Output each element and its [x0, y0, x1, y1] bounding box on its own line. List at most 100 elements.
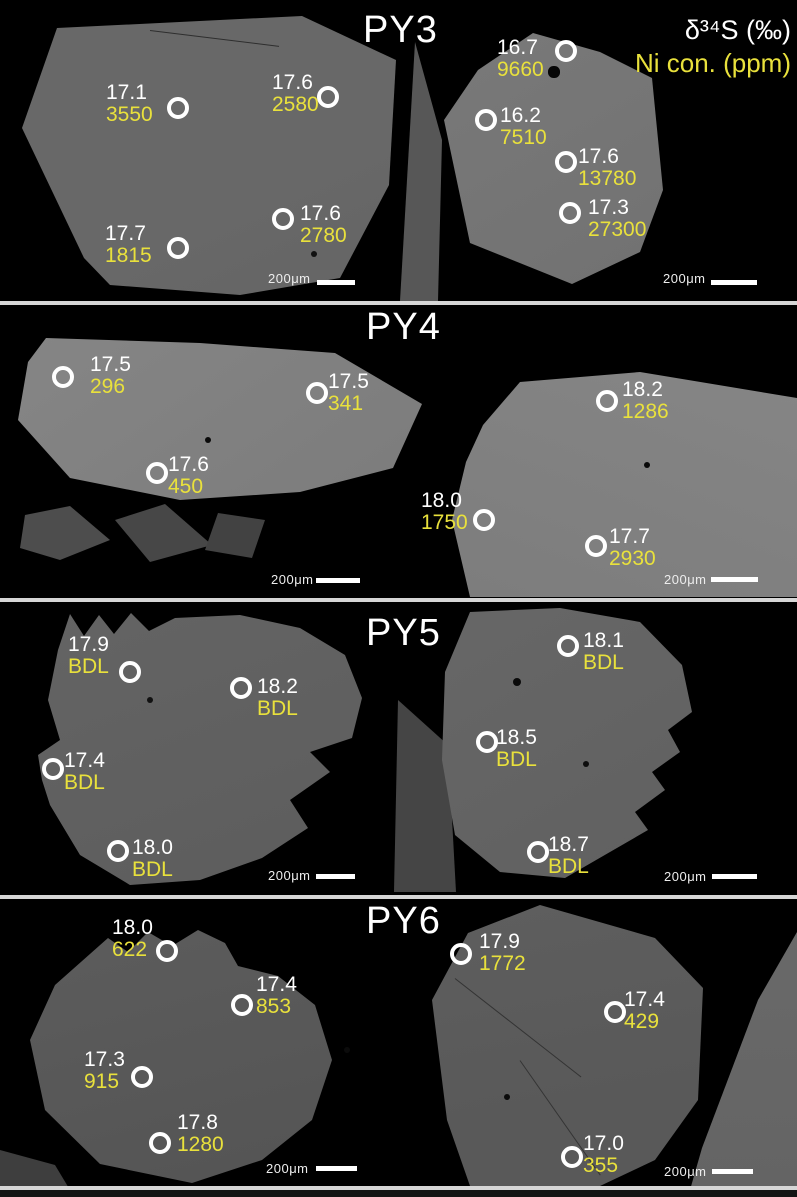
- panel-divider: [0, 301, 797, 305]
- d34s-value: 17.6: [300, 202, 341, 225]
- d34s-value: 17.6: [272, 71, 313, 94]
- analysis-spot-circle: [585, 535, 607, 557]
- ni-value: BDL: [257, 697, 298, 720]
- legend-delta34s-label: δ³⁴S (‰): [684, 15, 791, 45]
- panel-divider: [0, 1186, 797, 1190]
- ni-value: 450: [168, 475, 204, 498]
- analysis-spot-circle: [52, 366, 74, 388]
- ni-value: 853: [256, 995, 292, 1018]
- d34s-value: 18.2: [622, 378, 663, 401]
- analysis-spot-circle: [555, 151, 577, 173]
- ni-value: 2780: [300, 224, 347, 247]
- analysis-spot-label: 17.6 13780: [578, 146, 636, 190]
- analysis-spot-circle: [119, 661, 141, 683]
- scale-bar-line: [712, 874, 757, 879]
- analysis-spot-circle: [167, 97, 189, 119]
- panel-title-py6: PY6: [366, 900, 441, 942]
- scale-bar-label: 200μm: [664, 572, 707, 587]
- ni-value: BDL: [583, 651, 624, 674]
- analysis-spot-label: 17.4 429: [624, 989, 665, 1033]
- analysis-spot-label: 18.0 1750: [421, 490, 468, 534]
- panel-divider: [0, 598, 797, 602]
- analysis-spot-circle: [230, 677, 252, 699]
- analysis-spot-label: 18.1 BDL: [583, 630, 624, 674]
- d34s-value: 17.3: [588, 196, 629, 219]
- d34s-value: 17.5: [90, 353, 131, 376]
- analysis-spot-circle: [473, 509, 495, 531]
- analysis-spot-label: 16.7 9660: [497, 37, 544, 81]
- d34s-value: 17.0: [583, 1132, 624, 1155]
- ni-value: 355: [583, 1154, 619, 1177]
- analysis-spot-circle: [42, 758, 64, 780]
- ni-value: BDL: [68, 655, 109, 678]
- scale-bar-label: 200μm: [663, 271, 706, 286]
- analysis-spot-circle: [557, 635, 579, 657]
- ni-value: 3550: [106, 103, 153, 126]
- scale-bar-label: 200μm: [271, 572, 314, 587]
- d34s-value: 17.5: [328, 370, 369, 393]
- scale-bar-line: [316, 1166, 357, 1171]
- d34s-value: 18.0: [112, 916, 153, 939]
- scale-bar-line: [711, 577, 758, 582]
- analysis-spot-circle: [306, 382, 328, 404]
- analysis-spot-label: 17.9 BDL: [68, 634, 109, 678]
- scale-bar-line: [316, 578, 360, 583]
- analysis-spot-circle: [317, 86, 339, 108]
- analysis-spot-label: 17.7 1815: [105, 223, 152, 267]
- analysis-spot-label: 17.3 915: [84, 1049, 125, 1093]
- d34s-value: 17.8: [177, 1111, 218, 1134]
- d34s-value: 18.5: [496, 726, 537, 749]
- ni-value: 915: [84, 1070, 120, 1093]
- d34s-value: 17.3: [84, 1048, 125, 1071]
- analysis-spot-label: 17.4 853: [256, 974, 297, 1018]
- analysis-spot-circle: [555, 40, 577, 62]
- ni-value: 2580: [272, 93, 319, 116]
- analysis-spot-label: 17.5 341: [328, 371, 369, 415]
- d34s-value: 17.1: [106, 81, 147, 104]
- scale-bar-line: [317, 280, 355, 285]
- panel-divider: [0, 895, 797, 899]
- analysis-spot-circle: [604, 1001, 626, 1023]
- analysis-spot-label: 17.3 27300: [588, 197, 646, 241]
- d34s-value: 17.9: [479, 930, 520, 953]
- ni-value: 429: [624, 1010, 660, 1033]
- d34s-value: 17.9: [68, 633, 109, 656]
- analysis-spot-label: 18.0 BDL: [132, 837, 173, 881]
- panel-title-py3: PY3: [363, 9, 438, 51]
- analysis-spot-label: 18.0 622: [112, 917, 153, 961]
- analysis-spot-circle: [450, 943, 472, 965]
- d34s-value: 16.2: [500, 104, 541, 127]
- ni-value: 1815: [105, 244, 152, 267]
- analysis-spot-circle: [107, 840, 129, 862]
- ni-value: BDL: [132, 858, 173, 881]
- analysis-spot-label: 17.8 1280: [177, 1112, 224, 1156]
- ni-value: 1750: [421, 511, 468, 534]
- analysis-spot-circle: [596, 390, 618, 412]
- analysis-spot-label: 16.2 7510: [500, 105, 547, 149]
- scale-bar-label: 200μm: [268, 271, 311, 286]
- d34s-value: 17.4: [624, 988, 665, 1011]
- d34s-value: 17.6: [168, 453, 209, 476]
- d34s-value: 17.6: [578, 145, 619, 168]
- analysis-spot-circle: [167, 237, 189, 259]
- d34s-value: 17.4: [64, 749, 105, 772]
- analysis-spot-label: 17.9 1772: [479, 931, 526, 975]
- analysis-spot-label: 18.5 BDL: [496, 727, 537, 771]
- analysis-spot-label: 18.2 1286: [622, 379, 669, 423]
- bottom-edge: [0, 1190, 797, 1197]
- d34s-value: 16.7: [497, 36, 538, 59]
- d34s-value: 18.1: [583, 629, 624, 652]
- analysis-spot-label: 17.6 450: [168, 454, 209, 498]
- analysis-spot-circle: [475, 109, 497, 131]
- scale-bar-line: [316, 874, 355, 879]
- ni-value: 341: [328, 392, 364, 415]
- ni-value: 7510: [500, 126, 547, 149]
- d34s-value: 18.2: [257, 675, 298, 698]
- ni-value: 296: [90, 375, 126, 398]
